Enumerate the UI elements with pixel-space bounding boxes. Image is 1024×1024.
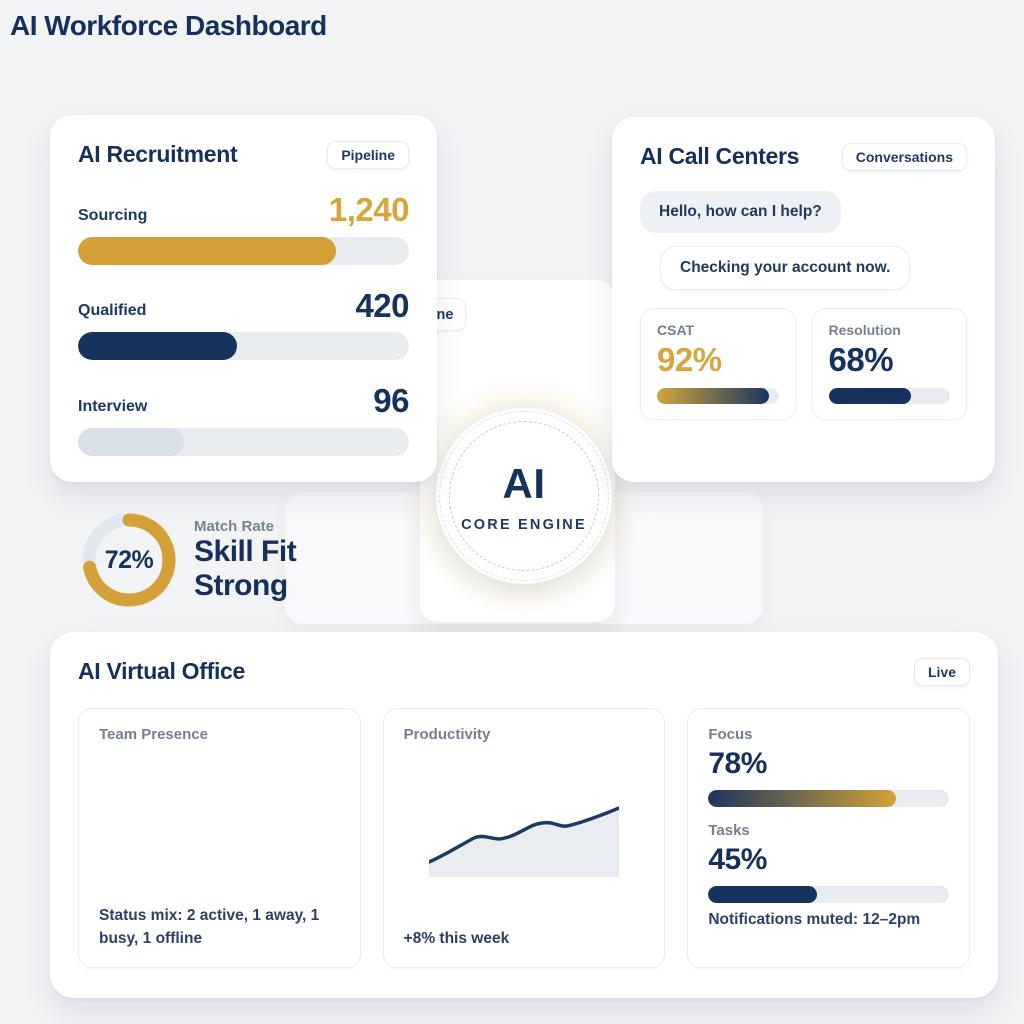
productivity-note: +8% this week [403, 929, 510, 947]
focus-label: Focus [708, 726, 753, 743]
chat-bubble-reply: Checking your account now. [660, 246, 911, 290]
tasks-bar-fill [708, 886, 817, 903]
focus-bar-track [708, 790, 950, 807]
sourcing-row: Sourcing 1,240 [78, 191, 410, 265]
focus-tasks-card: Focus 78% Tasks 45% Notifications muted:… [687, 708, 971, 968]
engine-ai-label: AI [502, 459, 546, 507]
page-title: AI Workforce Dashboard [10, 10, 327, 41]
csat-label: CSAT [657, 322, 695, 338]
productivity-sparkline [427, 792, 621, 878]
csat-stat-card: CSAT 92% [640, 308, 796, 420]
recruitment-card: AI Recruitment Pipeline Sourcing 1,240 Q… [50, 115, 437, 482]
call-centers-title: AI Call Centers [640, 143, 800, 169]
resolution-bar-fill [828, 388, 912, 404]
productivity-card: Productivity +8% this week [382, 708, 666, 968]
interview-bar-fill [78, 427, 184, 456]
csat-value: 92% [657, 341, 722, 378]
call-centers-card: AI Call Centers Conversations Hello, how… [612, 117, 995, 482]
csat-bar-track [657, 388, 779, 404]
qualified-bar-fill [78, 332, 237, 361]
qualified-row: Qualified 420 [78, 286, 409, 361]
live-badge[interactable]: Live [913, 658, 970, 686]
interview-bar-track [78, 427, 409, 456]
virtual-office-card: AI Virtual Office Live Team Presence Sta… [50, 632, 998, 998]
notifications-muted-text: Notifications muted: 12–2pm [708, 911, 921, 928]
resolution-value: 68% [828, 341, 894, 378]
interview-row: Interview 96 [78, 384, 409, 456]
resolution-bar-track [828, 388, 950, 404]
match-rate-group: 72% Match Rate Skill Fit Strong [80, 511, 297, 609]
qualified-bar-track [78, 332, 409, 361]
team-presence-card: Team Presence Status mix: 2 active, 1 aw… [78, 708, 361, 968]
tasks-value: 45% [708, 843, 767, 876]
sourcing-bar-fill [78, 236, 337, 265]
csat-bar-fill [657, 388, 769, 404]
interview-label: Interview [78, 397, 148, 415]
tasks-label: Tasks [708, 822, 750, 839]
match-rate-line2: Strong [194, 568, 288, 602]
focus-value: 78% [708, 747, 767, 780]
sourcing-value: 1,240 [328, 191, 410, 228]
match-rate-label: Match Rate [194, 517, 275, 535]
focus-bar-fill [708, 790, 897, 807]
productivity-label: Productivity [403, 726, 491, 743]
sourcing-label: Sourcing [78, 206, 148, 224]
qualified-value: 420 [355, 286, 409, 324]
team-presence-label: Team Presence [99, 726, 208, 743]
interview-value: 96 [373, 382, 409, 420]
chat-bubble-agent: Hello, how can I help? [640, 191, 841, 233]
virtual-office-title: AI Virtual Office [78, 658, 246, 684]
recruitment-title: AI Recruitment [78, 141, 238, 167]
resolution-stat-card: Resolution 68% [811, 308, 967, 420]
qualified-label: Qualified [78, 302, 147, 320]
match-rate-donut: 72% [80, 511, 178, 609]
pipeline-badge[interactable]: Pipeline [327, 141, 409, 169]
conversations-badge[interactable]: Conversations [841, 143, 967, 171]
core-engine-circle: AI CORE ENGINE [436, 408, 612, 584]
engine-sub-label: CORE ENGINE [461, 516, 587, 533]
sourcing-bar-track [78, 236, 409, 265]
resolution-label: Resolution [828, 322, 901, 338]
match-rate-value: 72% [104, 545, 154, 574]
match-rate-line1: Skill Fit [194, 534, 297, 568]
team-status-text: Status mix: 2 active, 1 away, 1 busy, 1 … [99, 906, 320, 947]
tasks-bar-track [708, 886, 950, 903]
